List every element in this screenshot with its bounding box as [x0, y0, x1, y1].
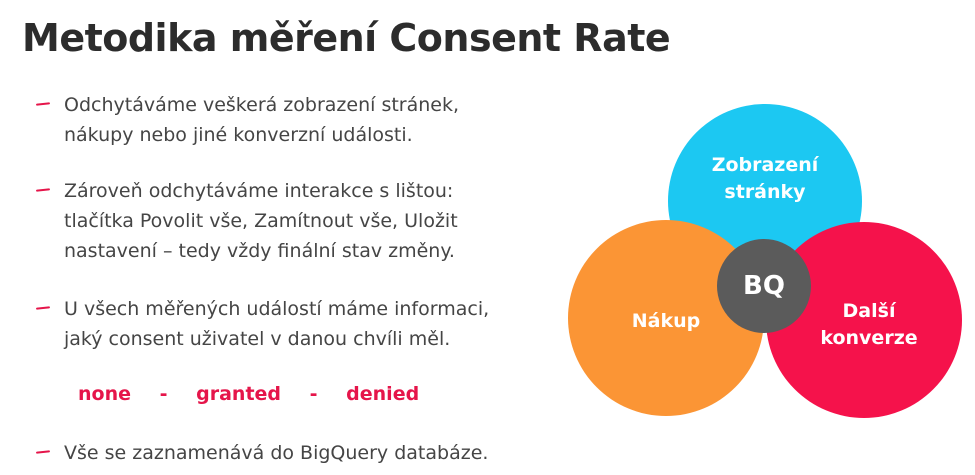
- bullet-line: U všech měřených událostí máme informaci…: [64, 298, 490, 320]
- circle-label-line: Zobrazení: [711, 154, 819, 176]
- circle-label-line: Další: [842, 300, 896, 322]
- dash-bullet-icon: [35, 102, 51, 106]
- consent-separator: -: [309, 383, 318, 405]
- bullet-text: Odchytáváme veškerá zobrazení stránek, n…: [64, 90, 564, 150]
- circle-bigquery: BQ: [717, 239, 811, 333]
- consent-value-granted: granted: [196, 383, 282, 405]
- circle-label: Zobrazení stránky: [700, 152, 830, 206]
- circle-label-line: konverze: [820, 327, 918, 349]
- consent-value-none: none: [78, 383, 131, 405]
- dash-bullet-icon: [35, 450, 51, 454]
- slide-title: Metodika měření Consent Rate: [22, 16, 671, 60]
- bullet-line: Vše se zaznamenává do BigQuery databáze.: [64, 442, 489, 464]
- bullet-text: U všech měřených událostí máme informaci…: [64, 294, 564, 354]
- circle-label: Další konverze: [809, 298, 929, 352]
- circle-label-line: BQ: [743, 270, 785, 301]
- consent-value-denied: denied: [346, 383, 420, 405]
- circle-label-line: Nákup: [631, 309, 701, 332]
- bullet-line: nastavení – tedy vždy finální stav změny…: [64, 240, 455, 262]
- bullet-line: jaký consent uživatel v danou chvíli měl…: [64, 328, 451, 350]
- bullet-text: Vše se zaznamenává do BigQuery databáze.: [64, 438, 564, 468]
- consent-separator: -: [159, 383, 168, 405]
- circle-label: Nákup: [632, 308, 701, 335]
- dash-bullet-icon: [35, 188, 51, 192]
- consent-values: none - granted - denied: [78, 383, 419, 405]
- bullet-line: Zároveň odchytáváme interakce s lištou:: [64, 180, 454, 202]
- bullet-line: Odchytáváme veškerá zobrazení stránek,: [64, 94, 460, 116]
- bullet-line: tlačítka Povolit vše, Zamítnout vše, Ulo…: [64, 210, 458, 232]
- dash-bullet-icon: [35, 306, 51, 310]
- circle-label-line: stránky: [724, 181, 806, 203]
- bullet-text: Zároveň odchytáváme interakce s lištou: …: [64, 176, 564, 266]
- bullet-line: nákupy nebo jiné konverzní události.: [64, 124, 413, 146]
